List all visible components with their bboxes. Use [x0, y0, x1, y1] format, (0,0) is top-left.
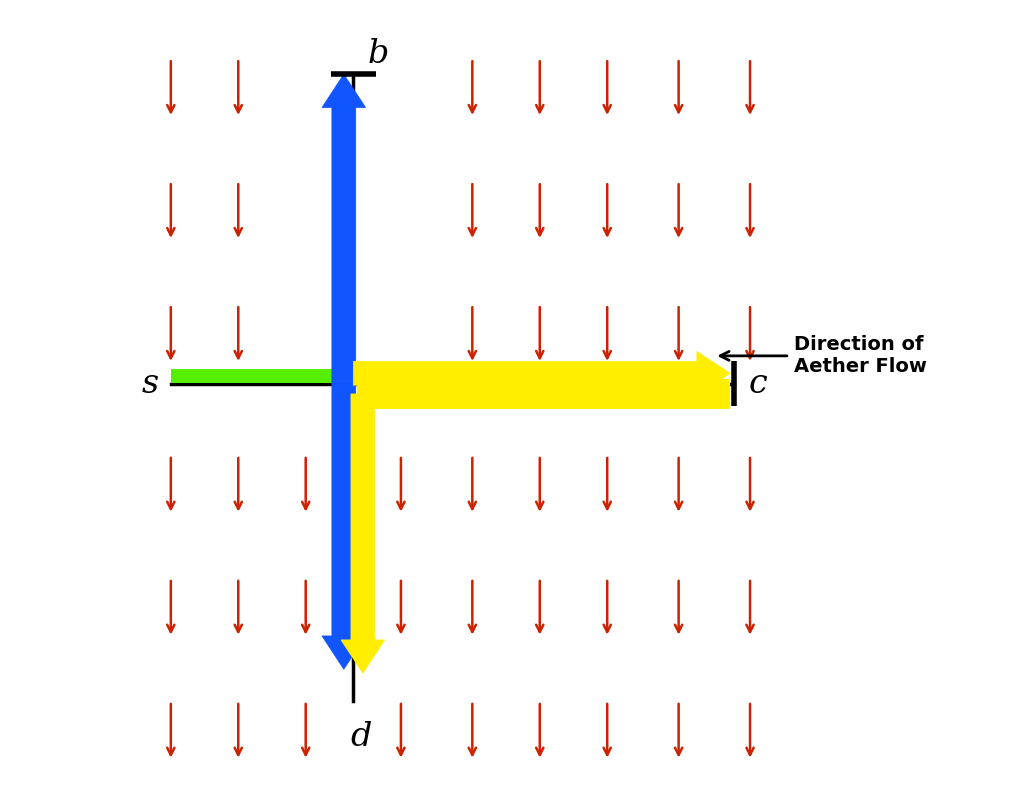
Text: d: d	[350, 721, 372, 753]
Text: Direction of
Aether Flow: Direction of Aether Flow	[794, 336, 927, 376]
Polygon shape	[353, 352, 730, 396]
Polygon shape	[322, 384, 366, 670]
Polygon shape	[322, 74, 366, 384]
Text: s: s	[141, 368, 159, 400]
Text: c: c	[749, 368, 767, 400]
Text: a: a	[337, 406, 357, 438]
Polygon shape	[341, 394, 385, 674]
Text: b: b	[368, 38, 389, 70]
